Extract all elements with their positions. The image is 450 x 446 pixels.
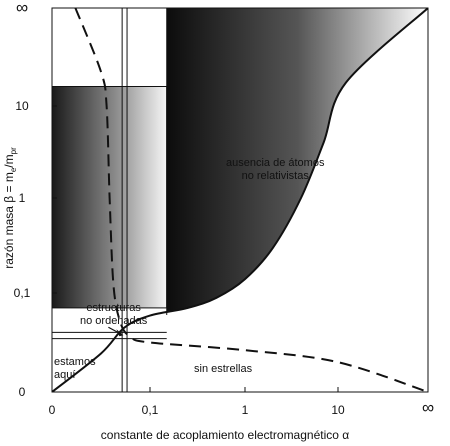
y-tick-label: 1 (18, 191, 26, 205)
annotation-disordered-line-1: estructuras (86, 302, 141, 314)
x-tick-label: 0 (48, 403, 56, 417)
x-tick-label: 10 (331, 403, 345, 417)
annotation-no-atoms-line-1: ausencia de átomos (226, 157, 325, 169)
shaded-regions (51, 8, 428, 392)
y-axis-label-sub-pr: pr (9, 147, 19, 155)
curve-dashed (74, 8, 428, 392)
axes-frame (51, 7, 429, 393)
annotation-no-stars: sin estrellas (194, 363, 252, 376)
y-axis-label-prefix: razón masa β = m (1, 172, 16, 269)
annotation-disordered-line-2: no ordenadas (80, 315, 148, 327)
annotation-here-line-2: aquí (54, 369, 76, 381)
y-axis-label-sub-e: e (9, 167, 19, 173)
y-tick-label: ∞ (15, 0, 29, 17)
x-tick-label: 0,1 (141, 403, 159, 417)
annotation-no-atoms: ausencia de átomos no relativistas (226, 157, 324, 183)
curve-solid (52, 8, 428, 392)
x-tick-label: ∞ (421, 398, 435, 417)
annotation-no-stars-line-1: sin estrellas (194, 363, 253, 375)
chart-lines (52, 8, 428, 392)
annotation-we-are-here: estamos aquí (54, 356, 96, 382)
x-tick-label: 1 (241, 403, 249, 417)
plot-frame (51, 7, 429, 393)
curves-group (52, 8, 428, 392)
annotation-here-line-1: estamos (54, 356, 96, 368)
x-axis-label: constante de acoplamiento electromagnéti… (100, 428, 350, 442)
here-arrow-head (116, 329, 124, 337)
y-tick-label: 10 (15, 99, 29, 113)
y-tick-label: 0 (18, 385, 26, 399)
annotation-no-atoms-line-2: no relativistas (241, 170, 309, 182)
y-axis-label: razón masa β = me/mpr (2, 147, 18, 269)
region-no-atoms (166, 8, 428, 392)
annotation-disordered-structures: estructuras no ordenadas (80, 302, 147, 328)
y-tick-label: 0,1 (13, 286, 31, 300)
y-axis-label-mid: /m (1, 154, 16, 168)
